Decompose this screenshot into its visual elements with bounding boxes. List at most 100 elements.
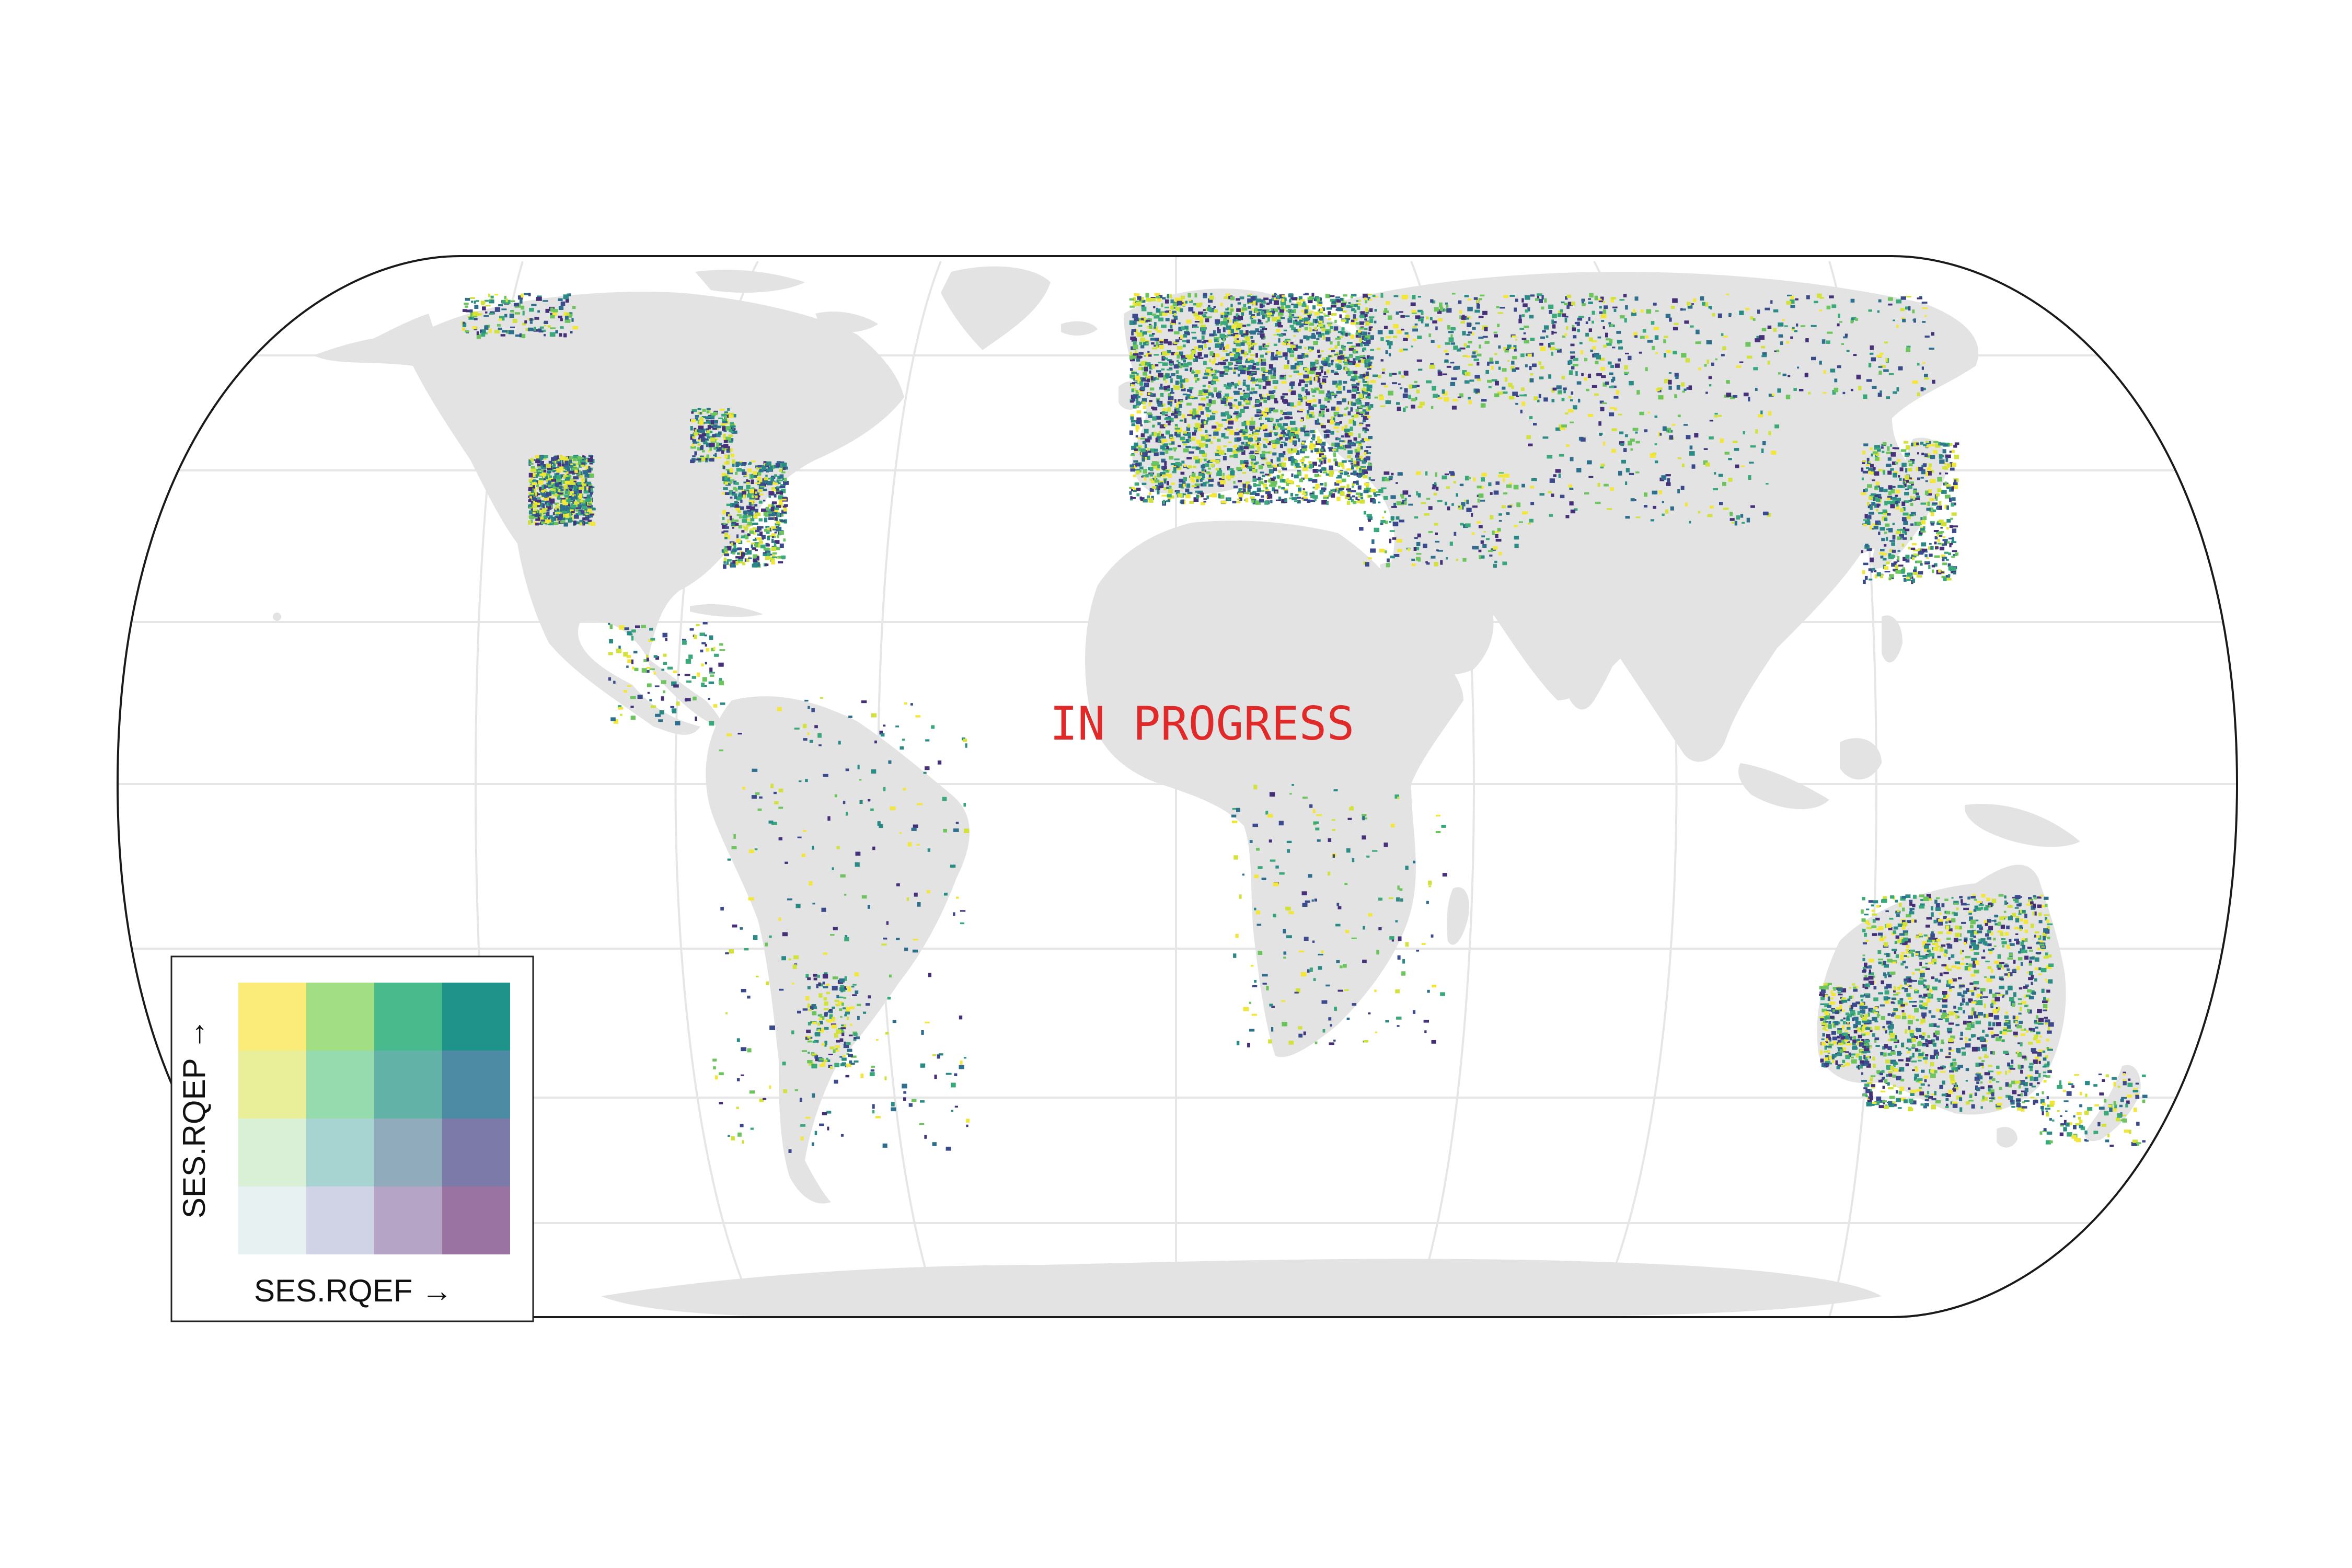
data-cell xyxy=(1592,320,1594,324)
data-cell xyxy=(736,502,739,504)
data-cell xyxy=(556,478,561,482)
data-cell xyxy=(1365,424,1370,427)
data-cell xyxy=(1892,523,1895,525)
data-cell xyxy=(1140,318,1144,322)
data-cell xyxy=(1284,457,1287,461)
data-cell xyxy=(1342,310,1347,313)
data-cell xyxy=(757,465,763,468)
data-cell xyxy=(1161,411,1166,416)
data-cell xyxy=(1295,319,1298,322)
data-cell xyxy=(1132,397,1136,402)
data-cell xyxy=(1572,364,1578,366)
data-cell xyxy=(1664,353,1666,358)
data-cell xyxy=(575,521,579,525)
data-cell xyxy=(1292,497,1297,501)
data-cell xyxy=(1206,316,1212,318)
data-cell xyxy=(1564,318,1567,322)
data-cell xyxy=(1537,293,1542,296)
data-cell xyxy=(1144,363,1147,367)
data-cell xyxy=(1140,297,1144,301)
data-cell xyxy=(718,431,722,435)
data-cell xyxy=(758,518,763,522)
data-cell xyxy=(750,518,754,522)
data-cell xyxy=(1540,366,1544,370)
data-cell xyxy=(731,542,735,546)
data-cell xyxy=(1572,327,1576,331)
data-cell xyxy=(1700,296,1704,301)
data-cell xyxy=(1208,399,1212,404)
data-cell xyxy=(1212,493,1217,498)
data-cell xyxy=(1154,326,1156,329)
data-cell xyxy=(1220,303,1223,307)
data-cell xyxy=(1709,384,1712,387)
data-cell xyxy=(1183,443,1187,445)
data-cell xyxy=(742,462,747,465)
data-cell xyxy=(1162,500,1165,505)
data-cell xyxy=(1301,440,1306,443)
data-cell xyxy=(737,561,743,563)
data-cell xyxy=(759,493,764,495)
data-cell xyxy=(1233,399,1238,401)
data-cell xyxy=(535,459,540,464)
data-cell xyxy=(1569,360,1573,364)
data-cell xyxy=(1251,314,1255,317)
data-cell xyxy=(1185,396,1187,400)
data-cell xyxy=(1289,439,1293,443)
data-cell xyxy=(727,408,730,411)
data-cell xyxy=(1324,397,1330,401)
data-cell xyxy=(728,514,731,517)
data-cell xyxy=(1304,445,1308,448)
data-cell xyxy=(723,548,728,552)
data-cell xyxy=(1318,475,1321,477)
data-cell xyxy=(1187,491,1193,494)
data-cell xyxy=(1321,360,1324,364)
data-cell xyxy=(1254,451,1260,453)
data-cell xyxy=(1290,492,1294,497)
data-cell xyxy=(721,450,724,454)
data-cell xyxy=(1269,469,1273,474)
data-cell xyxy=(706,430,711,433)
data-cell xyxy=(1318,354,1321,358)
data-cell xyxy=(572,467,578,470)
data-cell xyxy=(1851,317,1857,320)
data-cell xyxy=(1889,549,1894,552)
data-cell xyxy=(1165,380,1167,383)
data-cell xyxy=(1521,298,1524,303)
data-cell xyxy=(548,517,550,520)
data-cell xyxy=(1907,468,1912,472)
data-cell xyxy=(1263,426,1267,432)
data-cell xyxy=(1445,342,1451,345)
data-cell xyxy=(1274,433,1277,436)
data-cell xyxy=(561,521,564,523)
data-cell xyxy=(1288,435,1291,440)
data-cell xyxy=(1271,298,1274,302)
data-cell xyxy=(580,510,585,514)
data-cell xyxy=(717,444,722,448)
data-cell xyxy=(1446,305,1449,308)
data-cell xyxy=(1767,325,1772,329)
data-cell xyxy=(766,480,773,486)
data-cell xyxy=(1142,401,1146,405)
data-cell xyxy=(1306,393,1310,396)
data-cell xyxy=(1147,451,1151,453)
data-cell xyxy=(736,496,742,501)
data-cell xyxy=(1315,326,1317,331)
data-cell xyxy=(1250,330,1256,335)
data-cell xyxy=(1201,331,1206,335)
data-cell xyxy=(1291,303,1294,306)
data-cell xyxy=(779,531,785,535)
data-cell xyxy=(722,426,726,431)
data-cell xyxy=(1240,405,1244,407)
data-cell xyxy=(1297,497,1301,499)
data-cell xyxy=(1304,456,1310,458)
data-cell xyxy=(1357,446,1361,451)
data-cell xyxy=(1704,364,1707,367)
data-cell xyxy=(1354,461,1360,466)
data-cell xyxy=(1613,396,1619,399)
data-cell xyxy=(1711,362,1714,366)
data-cell xyxy=(1283,488,1288,491)
data-cell xyxy=(1312,395,1315,397)
data-cell xyxy=(1944,551,1949,554)
data-cell xyxy=(1944,504,1948,509)
data-cell xyxy=(1233,367,1238,370)
